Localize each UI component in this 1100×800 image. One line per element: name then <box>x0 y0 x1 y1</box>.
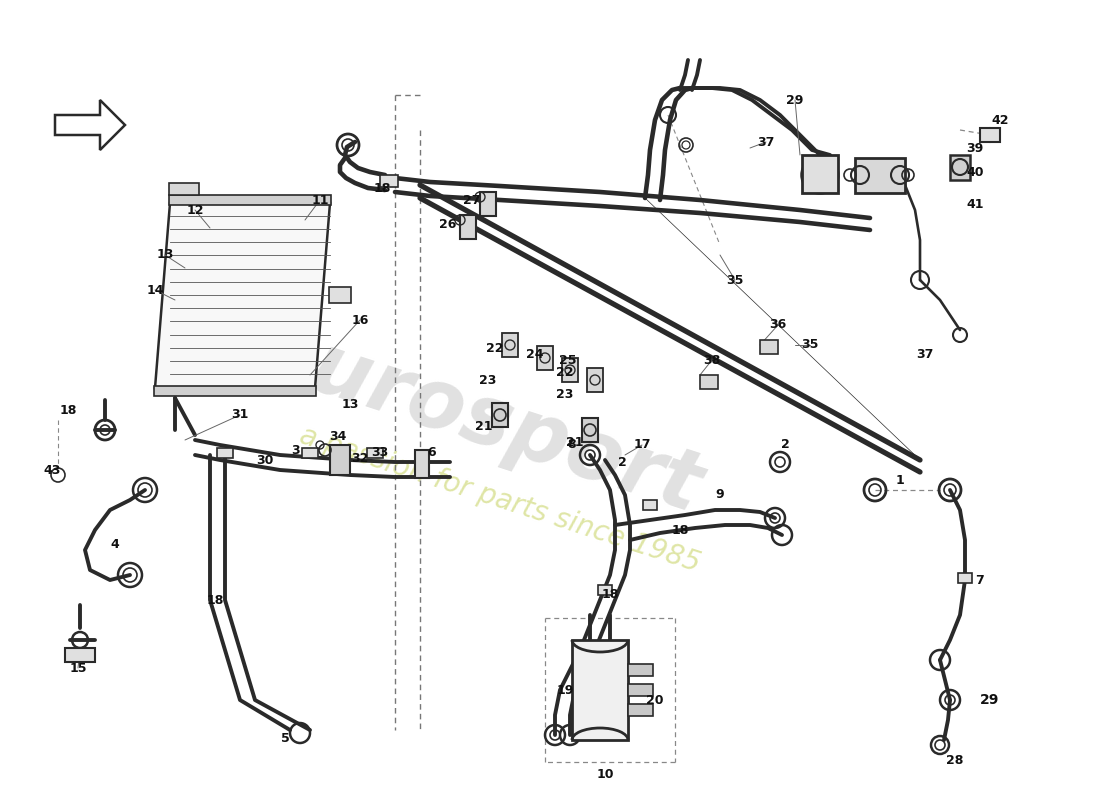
Bar <box>537 346 553 370</box>
Bar <box>302 448 318 458</box>
Text: 36: 36 <box>769 318 786 331</box>
Bar <box>644 500 657 510</box>
Bar <box>950 155 970 180</box>
Text: 18: 18 <box>602 589 618 602</box>
Bar <box>329 287 351 303</box>
Bar <box>562 358 578 382</box>
Text: 18: 18 <box>207 594 223 606</box>
Text: 9: 9 <box>716 489 724 502</box>
Text: 26: 26 <box>439 218 456 231</box>
Text: eurosport: eurosport <box>248 310 712 530</box>
Bar <box>217 448 233 458</box>
Text: 31: 31 <box>231 409 249 422</box>
Text: 19: 19 <box>557 683 574 697</box>
Bar <box>502 333 518 357</box>
Text: a passion for parts since 1985: a passion for parts since 1985 <box>296 422 704 578</box>
Bar <box>700 375 718 389</box>
Text: 6: 6 <box>428 446 437 459</box>
Text: 10: 10 <box>596 769 614 782</box>
Bar <box>480 192 496 216</box>
Text: 7: 7 <box>976 574 984 586</box>
Polygon shape <box>55 100 125 150</box>
Text: 32: 32 <box>351 451 369 465</box>
Text: 33: 33 <box>372 446 388 459</box>
Text: 18: 18 <box>671 523 689 537</box>
Text: 20: 20 <box>647 694 663 706</box>
Text: 38: 38 <box>703 354 720 366</box>
Text: 34: 34 <box>329 430 346 443</box>
Bar <box>169 195 331 205</box>
Text: 40: 40 <box>966 166 983 178</box>
Text: 15: 15 <box>69 662 87 674</box>
Text: 13: 13 <box>156 249 174 262</box>
Text: 22: 22 <box>557 366 574 378</box>
Text: 12: 12 <box>186 203 204 217</box>
Bar <box>415 450 429 478</box>
Text: 1: 1 <box>895 474 904 486</box>
Text: 25: 25 <box>559 354 576 366</box>
Bar <box>460 215 476 239</box>
Bar <box>628 664 653 676</box>
Bar <box>154 386 316 396</box>
Text: 22: 22 <box>486 342 504 354</box>
Bar <box>492 403 508 427</box>
Text: 16: 16 <box>351 314 369 326</box>
Text: 21: 21 <box>566 435 584 449</box>
Bar <box>582 418 598 442</box>
Text: 18: 18 <box>373 182 390 194</box>
Bar <box>572 640 628 740</box>
Bar <box>855 158 905 193</box>
Text: 39: 39 <box>967 142 983 154</box>
Bar <box>760 340 778 354</box>
Text: 11: 11 <box>311 194 329 206</box>
Text: 41: 41 <box>966 198 983 211</box>
Text: 17: 17 <box>634 438 651 451</box>
Bar <box>628 704 653 716</box>
Text: 28: 28 <box>946 754 964 766</box>
Text: 21: 21 <box>475 421 493 434</box>
Text: 30: 30 <box>256 454 274 466</box>
Text: 42: 42 <box>991 114 1009 126</box>
Text: 13: 13 <box>341 398 359 411</box>
Text: 2: 2 <box>617 455 626 469</box>
Bar <box>330 445 350 475</box>
Bar <box>169 183 199 195</box>
Bar <box>367 448 383 458</box>
Text: 37: 37 <box>916 349 934 362</box>
Bar <box>379 175 398 187</box>
Text: 29: 29 <box>786 94 804 106</box>
Bar <box>980 128 1000 142</box>
Text: 29: 29 <box>980 693 1000 707</box>
Text: 35: 35 <box>801 338 818 351</box>
Polygon shape <box>155 203 330 388</box>
Text: 27: 27 <box>463 194 481 206</box>
Text: 3: 3 <box>290 443 299 457</box>
Text: 35: 35 <box>726 274 744 286</box>
Text: 5: 5 <box>280 731 289 745</box>
Text: 23: 23 <box>480 374 497 386</box>
Text: 14: 14 <box>146 283 164 297</box>
Bar <box>598 585 612 595</box>
Text: 23: 23 <box>557 387 574 401</box>
Bar <box>587 368 603 392</box>
Bar <box>958 573 972 583</box>
Text: 43: 43 <box>43 463 60 477</box>
Bar <box>65 648 95 662</box>
Text: 18: 18 <box>59 403 77 417</box>
Bar <box>628 684 653 696</box>
Text: 2: 2 <box>781 438 790 451</box>
Text: 8: 8 <box>568 438 576 451</box>
Text: 24: 24 <box>526 349 543 362</box>
Text: 4: 4 <box>111 538 120 551</box>
Bar <box>802 155 838 193</box>
Text: 37: 37 <box>757 135 774 149</box>
